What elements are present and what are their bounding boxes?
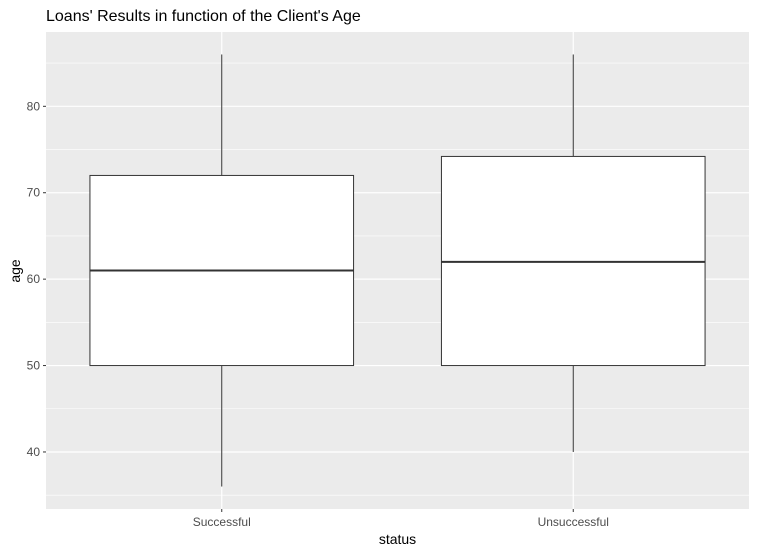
chart-title: Loans' Results in function of the Client… [46,8,361,25]
y-axis-title: age [7,259,23,283]
y-tick-label: 40 [27,445,41,459]
x-tick-label: Unsuccessful [538,515,609,529]
box-series [89,54,706,487]
box-unsuccessful [440,54,706,452]
y-tick-label: 70 [27,186,41,200]
x-tick-label: Successful [193,515,251,529]
y-axis: 40 50 60 70 80 [27,99,46,459]
y-tick-label: 50 [27,359,41,373]
x-axis: Successful Unsuccessful [193,509,609,529]
y-tick-label: 60 [27,272,41,286]
box-successful [89,54,355,487]
x-axis-title: status [379,531,416,547]
y-tick-label: 80 [27,99,41,113]
